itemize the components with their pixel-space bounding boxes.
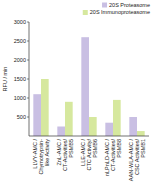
x-tick-label-line: AAN-WLA-AMC / <box>128 139 134 182</box>
x-tick-label-line: CT-Activities/ <box>110 139 116 172</box>
x-tick-label-line: nLPnLD-AMC / <box>104 139 110 176</box>
bar <box>81 37 89 136</box>
x-tick-label-line: PSMB6 <box>92 139 98 158</box>
legend-label: 20S Immunoproteasome <box>90 9 150 15</box>
y-tick <box>27 22 29 23</box>
y-tick <box>27 98 29 99</box>
y-tick <box>27 79 29 80</box>
bars <box>33 37 144 136</box>
y-tick-label: 1500 <box>14 76 26 82</box>
y-tick-label: 500 <box>17 114 26 120</box>
y-axis-label: RFU / min <box>2 67 8 92</box>
x-tick-label-line: PSMB8 <box>116 139 122 158</box>
x-tick-label-line: like Activity <box>44 139 50 166</box>
bar <box>57 127 65 137</box>
x-tick-label-line: PSMB1 <box>140 139 146 158</box>
x-tick-label: LLE-AMC /CTC Activity/PSMB6 <box>80 139 99 171</box>
x-tick-label-line: CSC Activities/ <box>134 139 140 176</box>
x-tick-label-line: LLVY-AMC / <box>32 139 38 169</box>
x-tick-label-line: LLE-AMC / <box>80 139 86 166</box>
bar <box>113 100 121 136</box>
x-tick-label: nLPnLD-AMC /CT-Activities/PSMB8 <box>104 139 123 176</box>
x-tick-label-line: PSMB5 <box>68 139 74 158</box>
x-tick-label-line: CTC Activity/ <box>86 139 92 171</box>
legend-swatch <box>83 10 88 15</box>
y-tick-label: 1000 <box>14 95 26 101</box>
x-tick-label: LLVY-AMC /Chymotrypsin-like Activity <box>32 139 51 175</box>
bar <box>105 123 113 136</box>
legend-label: 20S Proteasome <box>109 2 150 8</box>
y-tick-label: 2500 <box>14 38 26 44</box>
bar <box>41 79 49 136</box>
bar <box>89 117 97 136</box>
x-tick-label: ZnL-AMC /CT-Activities/PSMB5 <box>56 139 75 172</box>
legend-swatch <box>102 3 107 8</box>
x-tick-label-line: ZnL-AMC / <box>56 139 62 166</box>
bar <box>137 131 145 136</box>
y-tick <box>27 117 29 118</box>
bar <box>129 117 137 136</box>
bar <box>65 102 73 136</box>
y-tick-label: 2000 <box>14 57 26 63</box>
x-tick-label: AAN-WLA-AMC /CSC Activities/PSMB1 <box>128 139 147 182</box>
y-tick-label: 3000 <box>14 19 26 25</box>
y-tick <box>27 60 29 61</box>
x-axis-line <box>29 136 149 137</box>
x-tick-label-line: Chymotrypsin- <box>38 139 44 175</box>
x-tick-label-line: CT-Activities/ <box>62 139 68 172</box>
chart: 500 1000 1500 2000 2500 3000 RFU / min LLVY-AMC… <box>0 0 152 190</box>
legend: 20S Proteasome20S Immunoproteasome <box>83 2 150 16</box>
y-tick <box>27 41 29 42</box>
bar <box>33 94 41 136</box>
chart-container: 500 1000 1500 2000 2500 3000 RFU / min LLVY-AMC… <box>0 0 152 190</box>
